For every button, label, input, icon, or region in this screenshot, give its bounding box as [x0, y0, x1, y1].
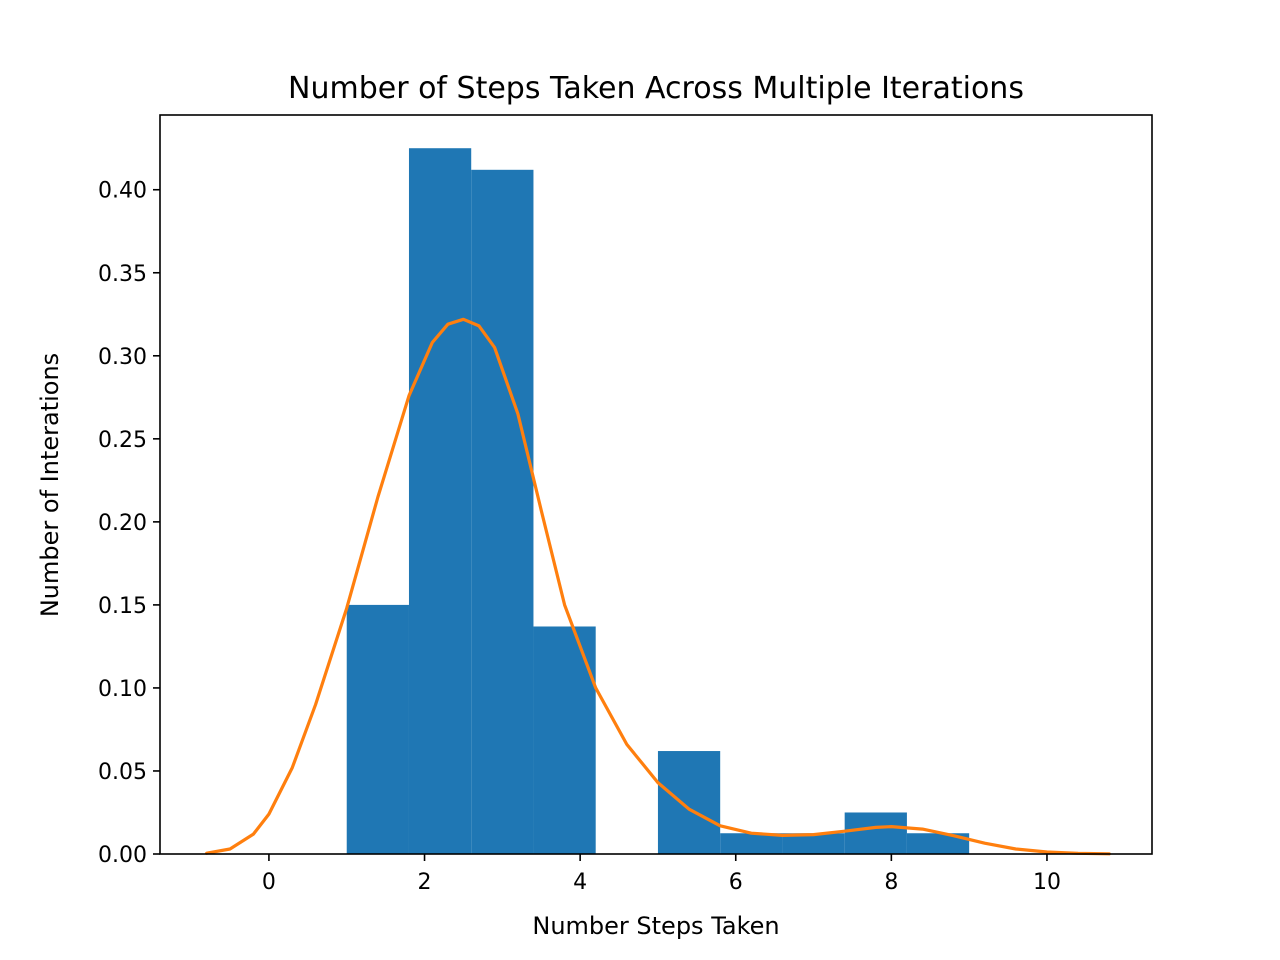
- y-tick-label: 0.40: [98, 179, 147, 204]
- x-tick-label: 6: [729, 870, 743, 895]
- histogram-bar-0: [346, 604, 409, 854]
- plot-frame: [159, 114, 1153, 855]
- x-axis-label: Number Steps Taken: [532, 912, 779, 940]
- x-tick-label: 2: [418, 870, 432, 895]
- y-axis-label: Number of Interations: [36, 353, 64, 617]
- x-tick-label: 10: [1033, 870, 1061, 895]
- density-curve: [205, 317, 1111, 856]
- histogram-bar-5: [657, 751, 721, 854]
- histogram-bar-8: [844, 812, 907, 854]
- y-tick-label: 0.15: [98, 594, 147, 619]
- x-tick-label: 8: [884, 870, 898, 895]
- histogram-bar-6: [720, 833, 783, 854]
- y-tick-label: 0.20: [98, 511, 147, 536]
- chart-title: Number of Steps Taken Across Multiple It…: [288, 71, 1024, 106]
- y-tick-label: 0.35: [98, 262, 147, 287]
- x-axis-ticks: 0 2 4 6 8 10: [262, 854, 1061, 895]
- x-tick-label: 4: [573, 870, 587, 895]
- y-tick-label: 0.00: [98, 843, 147, 868]
- y-axis-ticks: 0.00 0.05 0.10 0.15 0.20 0.25 0.30 0.35 0.40: [98, 179, 160, 868]
- y-tick-label: 0.25: [98, 428, 147, 453]
- histogram-bar-1: [408, 148, 472, 854]
- y-tick-label: 0.30: [98, 345, 147, 370]
- y-tick-label: 0.05: [98, 760, 147, 785]
- density-curve-layer: [205, 317, 1111, 856]
- x-tick-label: 0: [262, 870, 276, 895]
- y-tick-label: 0.10: [98, 677, 147, 702]
- histogram-bar-7: [782, 833, 845, 854]
- histogram-bar-9: [906, 833, 970, 854]
- histogram-bar-2: [471, 169, 534, 854]
